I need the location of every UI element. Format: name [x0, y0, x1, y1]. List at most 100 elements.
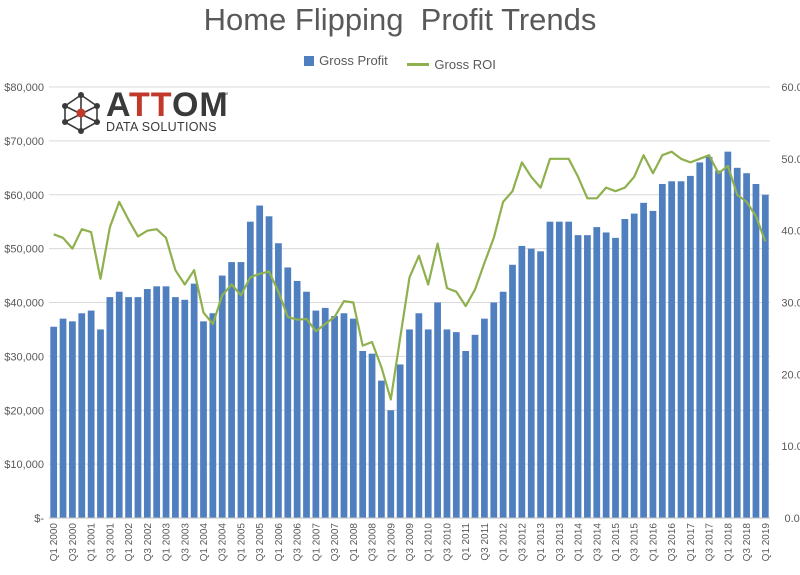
y-right-tick-label: 40.0% — [781, 226, 800, 238]
x-tick-label: Q3 2001 — [105, 523, 116, 562]
y-right-tick-label: 60.0% — [781, 82, 800, 94]
x-tick-label: Q3 2003 — [180, 523, 191, 562]
x-tick-label: Q3 2002 — [143, 523, 154, 562]
y-left-tick-label: $80,000 — [4, 82, 44, 94]
x-tick-label: Q1 2009 — [386, 523, 397, 562]
bar — [715, 170, 722, 518]
bar — [752, 183, 760, 518]
bar — [518, 245, 526, 518]
roi-line — [53, 150, 767, 401]
attom-molecule-icon — [62, 92, 100, 134]
bar-series — [50, 151, 769, 519]
bar — [396, 364, 404, 518]
x-tick-label: Q3 2000 — [68, 523, 79, 562]
x-tick-label: Q1 2007 — [311, 523, 322, 562]
bar — [349, 318, 357, 518]
bar — [115, 291, 123, 518]
legend-swatch-line — [407, 62, 430, 66]
bar — [724, 151, 732, 518]
bar — [555, 221, 563, 518]
bar — [69, 321, 76, 518]
y-right-tick-label: 0.0% — [784, 513, 800, 525]
bar — [162, 286, 170, 518]
bar — [443, 329, 451, 518]
bar — [434, 302, 441, 518]
bar — [200, 321, 207, 518]
x-tick-label: Q1 2016 — [649, 523, 660, 562]
legend-swatch-bar — [304, 55, 315, 66]
x-tick-label: Q3 2014 — [592, 523, 603, 562]
y-left-tick-label: $40,000 — [4, 298, 44, 310]
bar — [593, 227, 601, 518]
y-left-tick-label: $70,000 — [4, 136, 44, 148]
attom-logo: ATTOM ™ DATA SOLUTIONS — [60, 86, 235, 138]
bar — [415, 313, 423, 518]
x-tick-label: Q1 2014 — [574, 523, 585, 562]
y-left-tick-label: $50,000 — [4, 244, 44, 256]
y-left-tick-label: $20,000 — [4, 405, 44, 417]
bar — [640, 202, 647, 519]
x-tick-label: Q1 2002 — [124, 523, 135, 562]
bar — [658, 183, 666, 518]
x-tick-label: Q1 2004 — [199, 523, 210, 562]
legend-item-gross-roi: Gross ROI — [407, 57, 496, 72]
y-left-tick-label: $- — [34, 513, 44, 525]
bar — [527, 248, 535, 518]
y-right-tick-label: 30.0% — [781, 298, 800, 310]
bar — [209, 313, 217, 518]
bar — [303, 291, 310, 518]
bar — [237, 262, 245, 518]
x-tick-label: Q3 2018 — [742, 523, 753, 562]
legend: Gross Profit Gross ROI — [0, 53, 800, 72]
bar — [331, 315, 338, 518]
bar — [602, 232, 610, 518]
y-right-tick-label: 10.0% — [781, 441, 800, 453]
legend-label: Gross Profit — [319, 53, 388, 68]
x-tick-label: Q3 2010 — [443, 523, 454, 562]
bar — [134, 297, 142, 518]
logo-trademark: ™ — [221, 92, 228, 99]
x-tick-label: Q1 2003 — [162, 523, 173, 562]
x-tick-label: Q1 2012 — [499, 523, 510, 562]
bar — [499, 291, 507, 518]
bar — [733, 167, 741, 518]
bar — [649, 210, 657, 518]
bar — [218, 275, 226, 518]
x-tick-label: Q3 2011 — [480, 523, 491, 561]
x-tick-label: Q3 2016 — [667, 523, 678, 562]
bar — [359, 350, 367, 518]
bar — [584, 235, 591, 518]
bar — [761, 194, 769, 518]
line-series — [53, 150, 767, 401]
bar — [284, 267, 292, 518]
x-tick-label: Q1 2018 — [723, 523, 734, 562]
bar — [705, 157, 713, 518]
y-left-tick-label: $60,000 — [4, 190, 44, 202]
bar — [293, 280, 301, 518]
bar — [153, 286, 161, 518]
x-tick-label: Q3 2017 — [705, 523, 716, 562]
x-tick-label: Q1 2011 — [461, 523, 472, 561]
x-tick-label: Q1 2017 — [686, 523, 697, 562]
logo-wordmark: ATTOM — [106, 86, 229, 124]
x-tick-label: Q3 2013 — [555, 523, 566, 562]
bar — [452, 332, 460, 518]
bar — [546, 221, 554, 518]
bar — [387, 410, 395, 518]
bar — [228, 262, 235, 518]
bar — [378, 380, 385, 518]
logo-subtitle: DATA SOLUTIONS — [106, 120, 217, 134]
bar — [143, 289, 151, 518]
x-tick-label: Q3 2004 — [218, 523, 229, 562]
bar — [696, 162, 704, 519]
bar — [181, 299, 189, 518]
bar — [509, 264, 516, 518]
x-tick-label: Q3 2007 — [330, 523, 341, 562]
x-tick-label: Q1 2008 — [349, 523, 360, 562]
axes: $- $10,000 $20,000 $30,000 $40,000 $50,000 $60… — [4, 82, 800, 561]
bar — [612, 237, 619, 518]
x-tick-label: Q1 2005 — [237, 523, 248, 562]
bar — [256, 205, 264, 518]
x-tick-label: Q1 2006 — [274, 523, 285, 562]
bar — [190, 283, 198, 518]
